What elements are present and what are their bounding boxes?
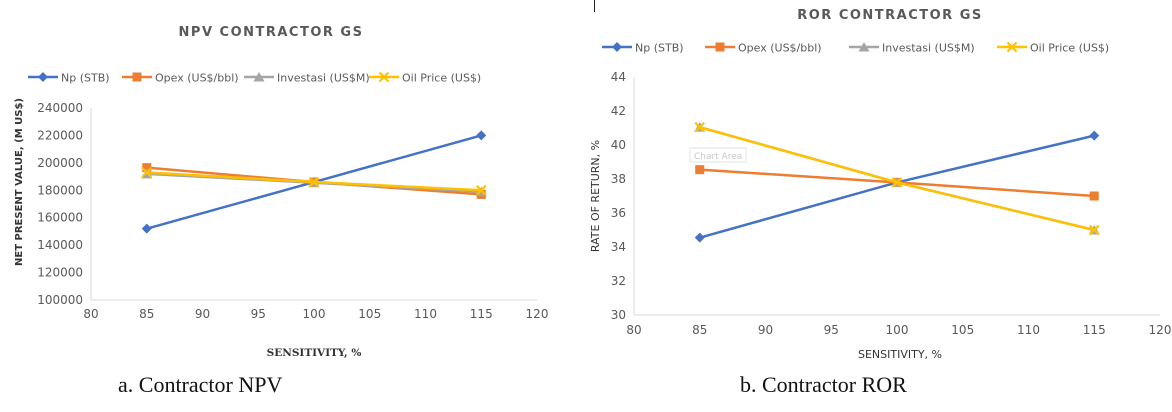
ror-y-axis-label: RATE OF RETURN, %: [589, 140, 602, 252]
ror-legend-marker: [612, 42, 622, 52]
ror-series-x: [694, 121, 1100, 236]
ror-x-tick-label: 90: [758, 323, 773, 337]
npv-data-point: [141, 223, 152, 234]
ror-x-tick-label: 100: [886, 323, 909, 337]
chart-area-tooltip-box: [689, 147, 747, 163]
ror-y-tick-label: 32: [611, 274, 626, 288]
npv-x-tick-label: 110: [414, 307, 437, 321]
caption-npv: a. Contractor NPV: [118, 372, 283, 397]
ror-y-tick-label: 44: [611, 70, 626, 84]
npv-data-point: [475, 185, 487, 196]
ror-x-tick-label: 120: [1149, 323, 1172, 337]
ror-legend-label: Opex (US$/bbl): [738, 42, 822, 55]
npv-y-tick-label: 180000: [37, 183, 83, 197]
ror-legend-item: Opex (US$/bbl): [705, 42, 822, 55]
ror-x-tick-label: 115: [1083, 323, 1106, 337]
npv-y-tick-label: 140000: [37, 238, 83, 252]
npv-y-tick-label: 100000: [37, 293, 83, 307]
npv-x-tick-label: 80: [83, 307, 98, 321]
npv-y-tick-label: 240000: [37, 101, 83, 115]
npv-y-tick-label: 200000: [37, 156, 83, 170]
ror-x-tick-label: 105: [951, 323, 974, 337]
npv-legend-label: Oil Price (US$): [402, 72, 481, 85]
npv-legend-item: Oil Price (US$): [369, 72, 481, 85]
npv-chart-title: NPV CONTRACTOR GS: [179, 25, 364, 40]
npv-x-tick-label: 120: [526, 307, 549, 321]
npv-y-tick-label: 120000: [37, 266, 83, 280]
npv-x-tick-label: 95: [251, 307, 266, 321]
npv-legend-label: Investasi (US$M): [277, 72, 370, 85]
npv-legend-item: Np (STB): [28, 72, 110, 85]
npv-legend-item: Opex (US$/bbl): [122, 72, 239, 85]
ror-legend-label: Oil Price (US$): [1030, 42, 1109, 55]
npv-data-point: [142, 163, 152, 173]
npv-x-tick-label: 115: [470, 307, 493, 321]
caption-ror: b. Contractor ROR: [740, 372, 907, 397]
ror-x-tick-label: 110: [1017, 323, 1040, 337]
npv-x-tick-label: 90: [195, 307, 210, 321]
ror-legend-label: Np (STB): [635, 42, 684, 55]
npv-data-point: [141, 167, 153, 178]
ror-data-point: [694, 121, 706, 133]
npv-legend-marker: [38, 72, 48, 82]
npv-legend-label: Opex (US$/bbl): [155, 72, 239, 85]
ror-x-axis-label: SENSITIVITY, %: [858, 348, 942, 361]
ror-x-tick-label: 85: [692, 323, 707, 337]
ror-data-point: [891, 177, 903, 188]
ror-x-tick-label: 80: [626, 323, 641, 337]
ror-y-tick-label: 42: [611, 104, 626, 118]
ror-data-point: [1088, 224, 1100, 236]
npv-chart: NPV CONTRACTOR GS Np (STB) Opex (US$/bbl)…: [14, 25, 549, 359]
npv-x-tick-label: 100: [303, 307, 326, 321]
ror-data-point: [695, 165, 705, 175]
npv-data-point: [476, 130, 487, 141]
npv-legend-marker: [253, 72, 265, 82]
npv-y-tick-label: 160000: [37, 211, 83, 225]
ror-data-point: [694, 232, 705, 243]
ror-y-tick-label: 30: [611, 308, 626, 322]
ror-legend-label: Investasi (US$M): [882, 42, 975, 55]
npv-x-tick-label: 105: [358, 307, 381, 321]
ror-y-tick-label: 36: [611, 206, 626, 220]
ror-y-tick-label: 40: [611, 138, 626, 152]
divider-tick: [594, 0, 595, 12]
ror-chart-title: ROR CONTRACTOR GS: [797, 8, 983, 23]
ror-x-tick-label: 95: [824, 323, 839, 337]
ror-legend-marker: [1006, 41, 1018, 53]
ror-legend: Np (STB) Opex (US$/bbl) Investasi (US$M) Oi…: [602, 42, 1109, 55]
ror-legend-item: Oil Price (US$): [997, 42, 1109, 55]
npv-data-point: [308, 176, 320, 188]
npv-legend-item: Investasi (US$M): [244, 72, 370, 85]
npv-y-axis-label: NET PRESENT VALUE, (M US$): [14, 98, 25, 266]
npv-legend-marker: [132, 72, 142, 82]
ror-legend-marker: [715, 42, 725, 52]
npv-y-tick-label: 220000: [37, 128, 83, 142]
ror-data-point: [1089, 191, 1099, 201]
ror-legend-item: Investasi (US$M): [849, 42, 975, 55]
ror-y-tick-label: 38: [611, 172, 626, 186]
ror-data-point: [1089, 130, 1100, 141]
npv-x-tick-label: 85: [139, 307, 154, 321]
npv-x-axis-label: SENSITIVITY, %: [267, 347, 362, 359]
npv-legend-marker: [378, 71, 390, 83]
ror-legend-marker: [858, 42, 870, 52]
chart-area-tooltip: Chart Area: [694, 152, 742, 162]
ror-legend-item: Np (STB): [602, 42, 684, 55]
ror-y-tick-label: 34: [611, 240, 626, 254]
npv-legend-label: Np (STB): [61, 72, 110, 85]
npv-legend: Np (STB) Opex (US$/bbl) Investasi (US$M) Oi…: [28, 72, 481, 85]
ror-chart: ROR CONTRACTOR GS Np (STB) Opex (US$/bbl)…: [589, 8, 1172, 361]
npv-series-x: [141, 167, 487, 196]
